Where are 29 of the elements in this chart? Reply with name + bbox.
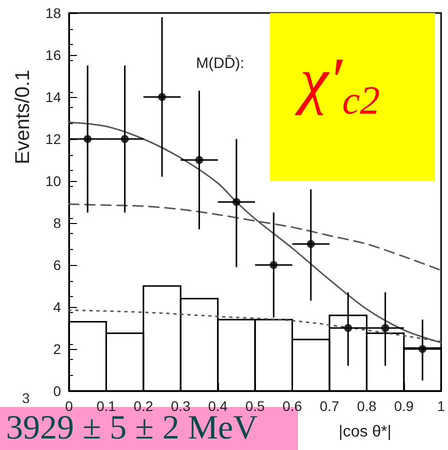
point xyxy=(195,156,204,164)
point xyxy=(120,135,129,143)
y-tick-label: 16 xyxy=(45,47,62,63)
y-tick-label: 4 xyxy=(53,299,62,315)
y-tick-label: 14 xyxy=(45,89,62,105)
point xyxy=(344,324,352,332)
point xyxy=(232,198,240,206)
point xyxy=(306,240,315,248)
point xyxy=(381,324,390,332)
x-tick-label: 0.7 xyxy=(320,398,340,414)
y-tick-label: 6 xyxy=(53,257,62,273)
point xyxy=(418,345,426,353)
y-tick-label: 18 xyxy=(45,5,62,21)
y-tick-label: 8 xyxy=(53,215,62,231)
x-tick-label: 0.9 xyxy=(394,398,414,414)
y-tick-label: 0 xyxy=(53,383,62,399)
y-tick-label: 2 xyxy=(53,341,62,357)
y-tick-label: 12 xyxy=(45,131,62,147)
annotation: M(DD̄): xyxy=(196,55,244,72)
y-tick-label: 10 xyxy=(45,173,62,189)
point xyxy=(158,93,166,101)
x-tick-label: 0.6 xyxy=(282,398,302,414)
point xyxy=(270,261,278,269)
x-tick-label: 0.8 xyxy=(356,398,377,414)
x-tick-label: 1 xyxy=(437,398,446,414)
y-axis-title: Events/0.1 xyxy=(12,70,34,164)
x-axis-title: |cos θ*| xyxy=(338,424,392,440)
text: 3 xyxy=(22,390,30,406)
point xyxy=(84,135,92,143)
